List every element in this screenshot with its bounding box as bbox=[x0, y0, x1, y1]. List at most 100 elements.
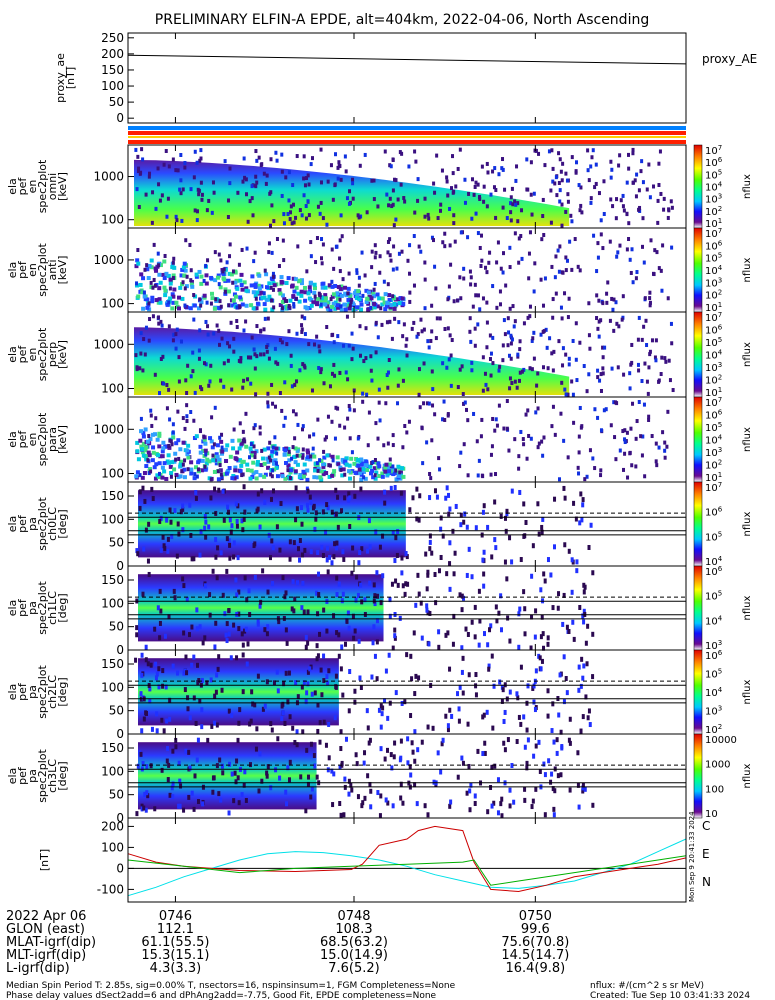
pa-noise bbox=[425, 607, 429, 613]
spectrogram-pixel bbox=[372, 305, 377, 310]
pa-noise bbox=[380, 711, 384, 717]
spectrogram-noise bbox=[336, 176, 340, 181]
spectrogram-noise bbox=[171, 157, 175, 162]
spectrogram-noise bbox=[357, 215, 361, 220]
spectrogram-noise bbox=[511, 304, 515, 309]
pa-noise bbox=[235, 655, 239, 661]
spectrogram-noise bbox=[509, 356, 513, 361]
pa-noise bbox=[503, 559, 507, 565]
spectrogram-noise bbox=[140, 147, 144, 152]
pa-noise bbox=[228, 542, 232, 548]
spectrogram-noise bbox=[342, 343, 346, 348]
spectrogram-pixel bbox=[141, 430, 146, 435]
spectrogram-pixel bbox=[174, 300, 179, 305]
spectrogram-pixel bbox=[212, 469, 217, 474]
spectrogram-noise bbox=[650, 338, 654, 343]
spectrogram-noise bbox=[474, 293, 478, 298]
ylabel-2-4: anti bbox=[46, 259, 59, 280]
spectrogram-noise bbox=[174, 168, 178, 173]
spectrogram-pixel bbox=[262, 295, 267, 300]
pa-noise bbox=[467, 672, 471, 678]
panel-pa1: 150100500elapefpaspec2plotch1LC[deg]1061… bbox=[6, 565, 753, 657]
spectrogram-noise bbox=[560, 223, 564, 228]
spectrogram-pixel bbox=[237, 446, 242, 451]
spectrogram-pixel bbox=[320, 301, 325, 306]
ephem-value-2-1: 68.5(63.2) bbox=[320, 935, 388, 950]
spectrogram-noise bbox=[596, 415, 600, 420]
spectrogram-noise bbox=[469, 282, 473, 287]
spectrogram-pixel bbox=[270, 449, 275, 454]
pa-noise bbox=[221, 592, 225, 598]
spectrogram-noise bbox=[374, 320, 378, 325]
ytick-7-1: 100 bbox=[101, 680, 124, 694]
pa-noise bbox=[358, 675, 362, 681]
pa-noise bbox=[493, 763, 497, 769]
spectrogram-noise bbox=[637, 400, 641, 405]
spectrogram-noise bbox=[565, 258, 569, 263]
spectrogram-pixel bbox=[288, 298, 293, 303]
spectrogram-pixel bbox=[346, 286, 351, 291]
pa-noise bbox=[316, 702, 320, 708]
spectrogram-noise bbox=[587, 178, 591, 183]
spectrogram-noise bbox=[643, 296, 647, 301]
pa-noise bbox=[586, 715, 590, 721]
spectrogram-noise bbox=[641, 434, 645, 439]
spectrogram-noise bbox=[641, 216, 645, 221]
spectrogram-noise bbox=[139, 331, 143, 336]
spectrogram-noise bbox=[621, 193, 625, 198]
spectrogram-pixel bbox=[323, 302, 328, 307]
spectrogram-noise bbox=[287, 329, 291, 334]
spectrogram-noise bbox=[563, 387, 567, 392]
spectrogram-pixel bbox=[178, 463, 183, 468]
spectrogram-noise bbox=[205, 208, 209, 213]
spectrogram-pixel bbox=[308, 280, 313, 285]
spectrogram-noise bbox=[369, 305, 373, 310]
spectrogram-noise bbox=[422, 401, 426, 406]
spectrogram-noise bbox=[499, 266, 503, 271]
spectrogram-pixel bbox=[254, 306, 259, 311]
spectrogram-noise bbox=[601, 355, 605, 360]
spectrogram-pixel bbox=[189, 282, 194, 287]
spectrogram-pixel bbox=[283, 461, 288, 466]
spectrogram-pixel bbox=[337, 292, 342, 297]
pa-noise bbox=[240, 631, 244, 637]
spectrogram-noise bbox=[611, 204, 615, 209]
pa-noise bbox=[341, 549, 345, 555]
pa-noise bbox=[420, 635, 424, 641]
spectrogram-noise bbox=[393, 177, 397, 182]
spectrogram-noise bbox=[613, 435, 617, 440]
pa-noise bbox=[142, 716, 146, 722]
ylabel-3-0: ela bbox=[6, 346, 19, 363]
pa-noise bbox=[486, 524, 490, 530]
spectrogram-noise bbox=[168, 438, 172, 443]
spectrogram-pixel bbox=[344, 462, 349, 467]
spectrogram-noise bbox=[533, 261, 537, 266]
spectrogram-pixel bbox=[373, 476, 378, 481]
pa-noise bbox=[198, 624, 202, 630]
pa-noise bbox=[468, 807, 472, 813]
spectrogram-pixel bbox=[176, 474, 181, 479]
pa-noise bbox=[285, 801, 289, 807]
spectrogram-noise bbox=[429, 338, 433, 343]
spectrogram-pixel bbox=[333, 300, 338, 305]
pa-noise bbox=[225, 568, 229, 574]
pa-noise bbox=[420, 739, 424, 745]
pa-noise bbox=[161, 668, 165, 674]
spectrogram-noise bbox=[388, 457, 392, 462]
spectrogram-pixel bbox=[153, 266, 158, 271]
spectrogram-noise bbox=[245, 246, 249, 251]
spectrogram-noise bbox=[254, 392, 258, 397]
spectrogram-noise bbox=[303, 316, 307, 321]
pa-noise bbox=[428, 539, 432, 545]
pa-noise bbox=[522, 533, 526, 539]
spectrogram-noise bbox=[431, 403, 435, 408]
spectrogram-pixel bbox=[185, 452, 190, 457]
pa-noise bbox=[227, 708, 231, 714]
spectrogram-noise bbox=[485, 345, 489, 350]
spectrogram-pixel bbox=[141, 306, 146, 311]
pa-noise bbox=[243, 628, 247, 634]
spectrogram-noise bbox=[324, 435, 328, 440]
spectrogram-pixel bbox=[214, 452, 219, 457]
pa-noise bbox=[200, 677, 204, 683]
ylabel-2-1: pef bbox=[16, 260, 29, 279]
